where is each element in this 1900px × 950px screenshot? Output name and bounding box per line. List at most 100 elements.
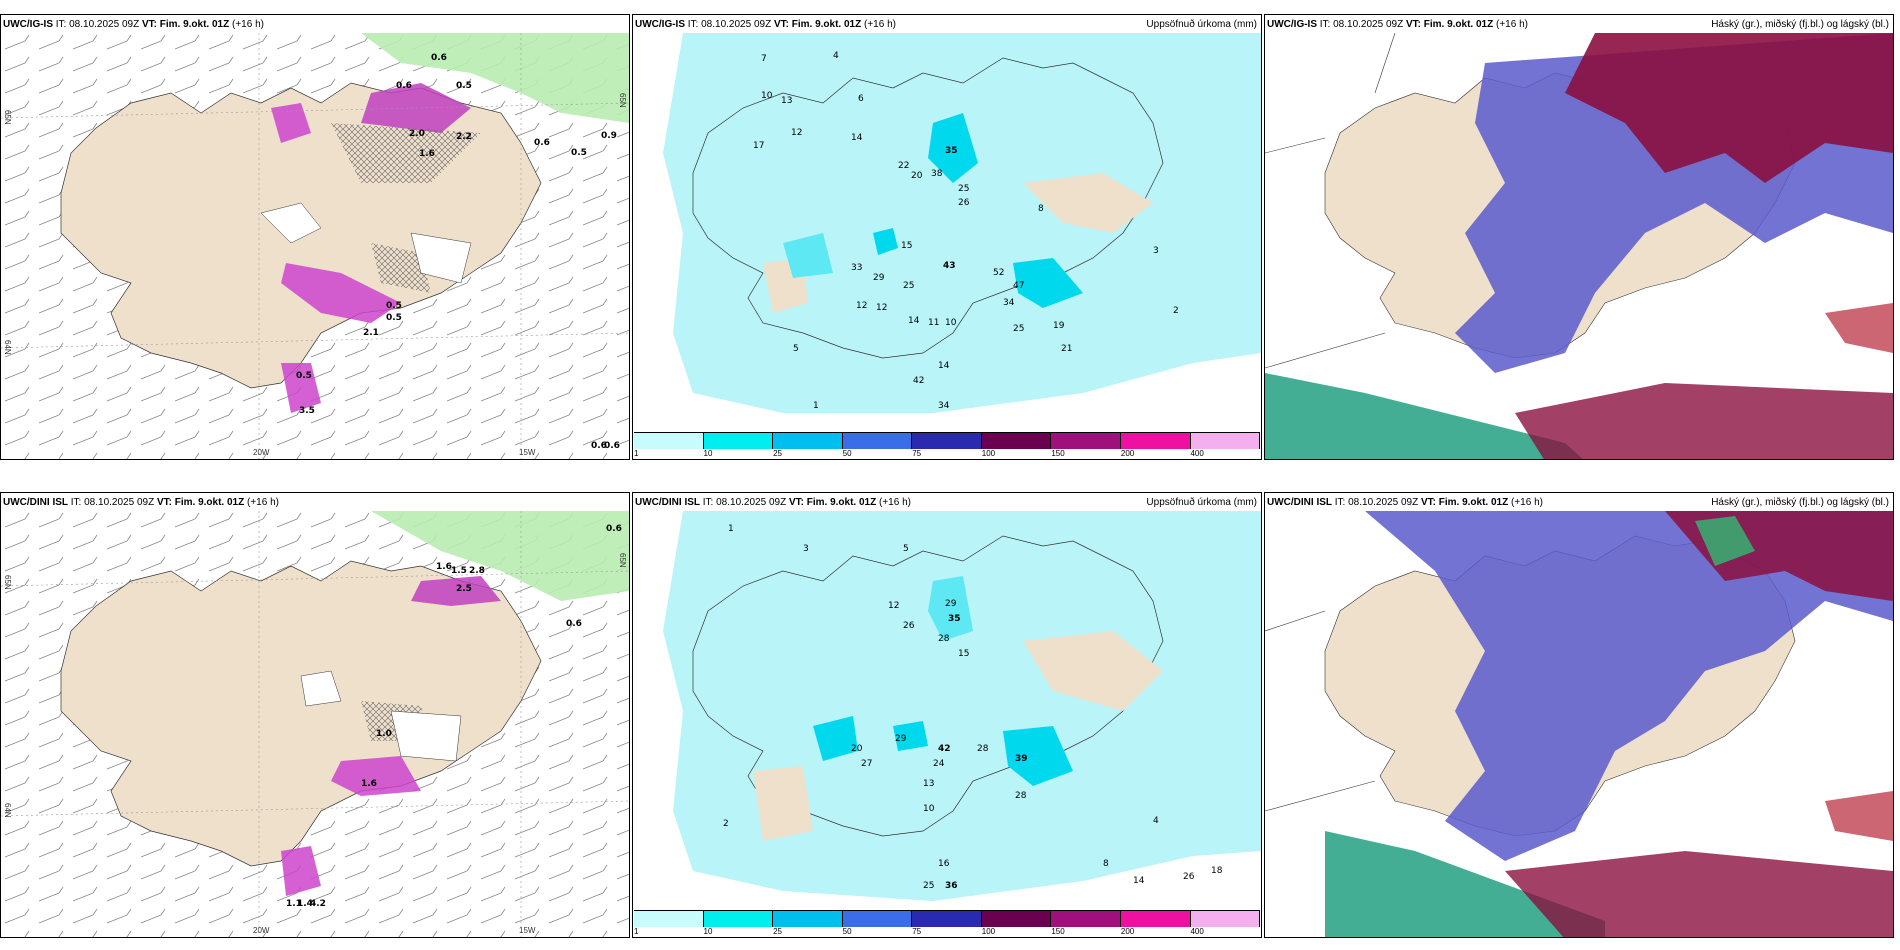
colorbar-label: 50 [842, 927, 852, 936]
hatched-area [331, 123, 481, 183]
lat-label: 65N [618, 93, 627, 108]
accum-label: 34 [1003, 298, 1015, 308]
accum-label: 2 [723, 819, 729, 829]
colorbar-swatch [1190, 911, 1261, 927]
accum-label: 3 [803, 544, 809, 554]
lat-label: 64N [3, 340, 12, 355]
colorbar-swatch [912, 911, 982, 927]
precip-label: 1.6 [419, 149, 435, 159]
accum-labels: 7 4 6 10 13 17 12 14 22 20 38 35 25 26 1… [753, 51, 1179, 411]
precip-label: 2.2 [456, 132, 472, 142]
colorbar-swatch [1190, 433, 1261, 449]
accum-label: 1 [728, 524, 734, 534]
green-precip-area [361, 33, 629, 123]
purple-precip-west [271, 103, 311, 143]
accum-label: 16 [938, 859, 950, 869]
boundary-line [1265, 137, 1326, 154]
colorbar-swatch [634, 433, 704, 449]
dry-area [1023, 631, 1163, 711]
precip-light-area [663, 511, 1261, 901]
accum-label: 3 [1153, 246, 1159, 256]
precip-heavy-cell [873, 228, 898, 255]
accum-label: 26 [958, 198, 970, 208]
colorbar-label: 1 [634, 449, 639, 458]
accum-label: 25 [923, 881, 934, 891]
high-cloud-red [1565, 33, 1893, 183]
precip-label: 1.6 [361, 779, 377, 789]
accum-label: 28 [977, 744, 989, 754]
glacier [410, 232, 472, 284]
precip-label: 0.6 [566, 619, 582, 629]
colorbar-swatch [703, 911, 774, 927]
high-cloud-red-east [1825, 303, 1893, 353]
boundary-line [1265, 780, 1376, 812]
accum-label: 42 [913, 376, 924, 386]
purple-precip-band [281, 263, 401, 323]
mid-cloud-blue [1365, 511, 1893, 861]
dry-area [1023, 173, 1153, 233]
colorbar-label: 400 [1190, 927, 1204, 936]
boundary-line [1265, 610, 1326, 632]
colorbar-swatch [773, 911, 843, 927]
colorbar-swatch [773, 433, 843, 449]
precip-label: 0.9 [601, 131, 617, 141]
precip-heavy-cell [928, 576, 973, 641]
glacier [260, 202, 322, 244]
accum-label: 14 [851, 133, 863, 143]
accum-label: 4 [833, 51, 839, 61]
colorbar-swatch [842, 433, 913, 449]
accum-label: 52 [993, 268, 1004, 278]
precip-label: 0.5 [296, 371, 312, 381]
colorbar-label: 150 [1051, 449, 1065, 458]
accum-label: 20 [851, 744, 863, 754]
accum-label: 13 [781, 96, 792, 106]
colorbar-swatch [1120, 433, 1191, 449]
panel-dini-accum-precip: UWC/DINI ISL IT: 08.10.2025 09Z VT: Fim.… [632, 492, 1262, 938]
purple-precip-south [281, 846, 321, 896]
accum-label: 43 [943, 261, 956, 271]
precip-colorbar: 1 10 25 50 75 100 150 200 400 [634, 432, 1261, 459]
high-cloud-red-east [1825, 791, 1893, 841]
lat-label: 65N [3, 575, 12, 590]
accum-label: 12 [791, 128, 802, 138]
colorbar-label: 10 [703, 927, 713, 936]
precip-heavy-cell [893, 721, 928, 751]
lat-label: 65N [3, 110, 12, 125]
green-precip-area [371, 511, 629, 601]
colorbar-label: 50 [842, 449, 852, 458]
precip-label: 1.5 [451, 566, 467, 576]
precip-label: 1.4 [297, 899, 313, 909]
colorbar-label: 100 [981, 927, 996, 936]
accum-label: 21 [1061, 344, 1072, 354]
precip-label: 0.6 [534, 138, 550, 148]
lon-label: 20W [253, 448, 270, 457]
accum-label: 36 [945, 881, 958, 891]
panel-dini-clouds: UWC/DINI ISL IT: 08.10.2025 09Z VT: Fim.… [1264, 492, 1894, 938]
precip-heavy-cell [1013, 258, 1083, 308]
cloud-map [1265, 33, 1893, 459]
colorbar-label: 10 [703, 449, 713, 458]
accum-label: 8 [1038, 204, 1044, 214]
accum-label: 10 [761, 91, 773, 101]
accum-label: 4 [1153, 816, 1159, 826]
accum-label: 29 [895, 734, 907, 744]
colorbar-labels: 1 10 25 50 75 100 150 200 400 [634, 449, 1260, 459]
colorbar-swatches [634, 910, 1261, 927]
precip-label: 0.6 [604, 441, 620, 451]
high-cloud-red-south [1505, 851, 1893, 937]
precip-colorbar: 1 10 25 50 75 100 150 200 400 [634, 910, 1261, 937]
colorbar-label: 75 [912, 449, 922, 458]
panel-title: UWC/IG-IS IT: 08.10.2025 09Z VT: Fim. 9.… [1267, 19, 1528, 30]
accum-label: 15 [901, 241, 912, 251]
dry-area [753, 766, 813, 841]
colorbar-labels: 1 10 25 50 75 100 150 200 400 [634, 927, 1260, 937]
accum-label: 26 [1183, 872, 1195, 882]
accum-precip-map: 7 4 6 10 13 17 12 14 22 20 38 35 25 26 1… [633, 33, 1261, 459]
precip-label: 1.1 [286, 899, 302, 909]
precip-label: 0.6 [431, 53, 447, 63]
accum-label: 25 [903, 281, 914, 291]
boundary-line [1265, 332, 1386, 369]
precip-heavy-cell [928, 113, 978, 183]
panel-subtitle: Uppsöfnuð úrkoma (mm) [1146, 497, 1257, 508]
high-cloud-green-core [1695, 516, 1755, 566]
